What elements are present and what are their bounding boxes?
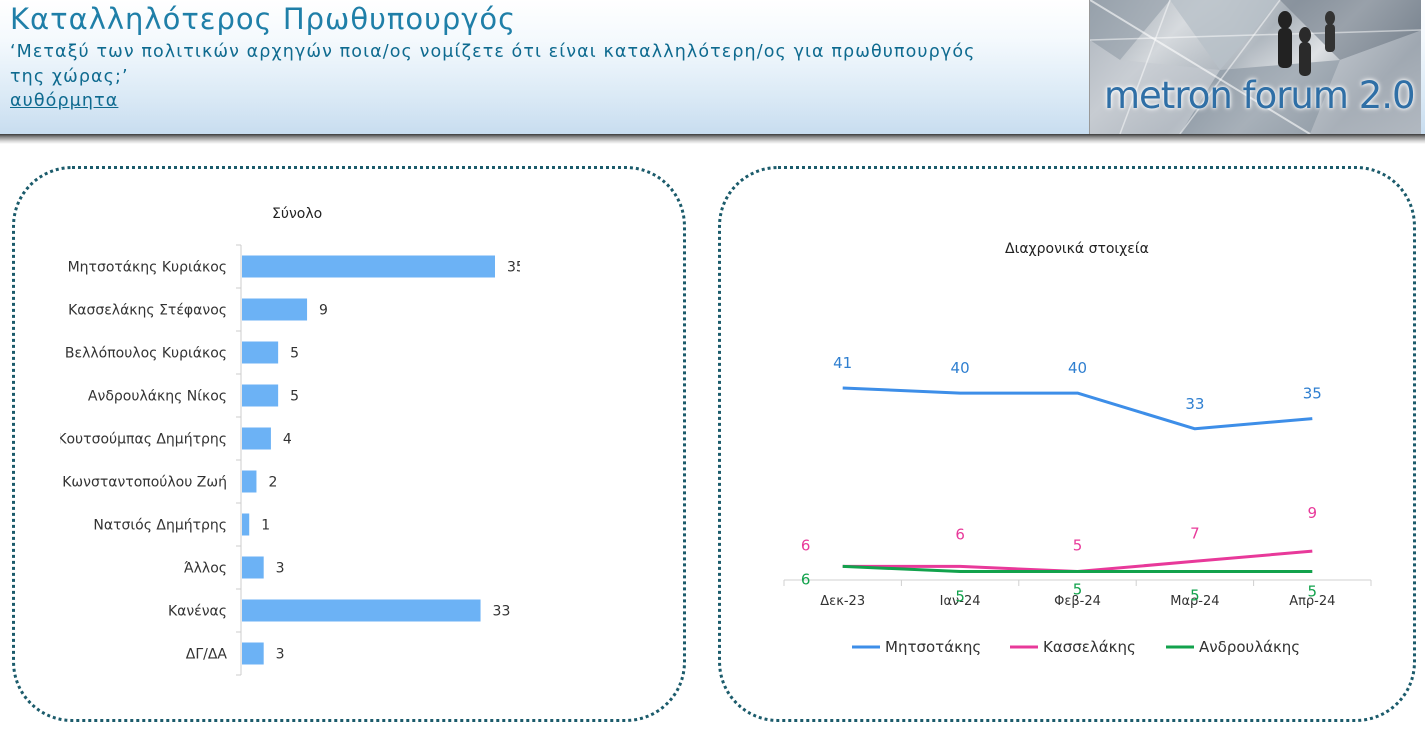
bar (242, 341, 279, 364)
bar-chart-title: Σύνολο (272, 206, 323, 222)
bar-category-label: Μητσοτάκης Κυριάκος (68, 260, 227, 276)
header-divider (0, 134, 1425, 144)
survey-question: ‘Μεταξύ των πολιτικών αρχηγών ποια/ος νο… (10, 40, 1010, 90)
bar-category-label: Άλλος (184, 561, 227, 577)
bar-category-label: Νατσιός Δημήτρης (93, 518, 227, 534)
survey-question-line-1: ‘Μεταξύ των πολιτικών αρχηγών ποια/ος νο… (10, 42, 976, 62)
bar (242, 427, 271, 450)
bar (242, 384, 279, 407)
data-label: 33 (1185, 395, 1204, 413)
data-label: 5 (955, 588, 965, 606)
data-label: 6 (801, 536, 811, 554)
bar-category-label: Βελλόπουλος Κυριάκος (65, 346, 227, 362)
data-label: 40 (1068, 359, 1087, 377)
bar (242, 556, 264, 579)
bar-value-label: 5 (290, 346, 299, 362)
bar-chart: Μητσοτάκης Κυριάκος35Κασσελάκης Στέφανος… (60, 244, 520, 676)
survey-subtitle: αυθόρμητα (10, 91, 119, 111)
data-label: 41 (833, 354, 852, 372)
x-tick-label: Φεβ-24 (1054, 594, 1101, 609)
logo-text: metron forum 2.0 (1104, 74, 1416, 117)
metron-forum-logo: metron forum 2.0 (1089, 0, 1421, 134)
logo-background-image (1090, 0, 1421, 134)
bar-value-label: 3 (276, 647, 285, 663)
page-title: Καταλληλότερος Πρωθυπουργός (10, 2, 517, 36)
series-line (842, 386, 1313, 431)
bar-category-label: Κανένας (168, 604, 227, 620)
x-tick-label: Απρ-24 (1289, 594, 1335, 609)
data-label: 5 (1073, 537, 1083, 555)
survey-question-line-2: της χώρας;’ (10, 67, 129, 87)
bar-category-label: ΔΓ/ΔΑ (186, 647, 228, 663)
data-label: 5 (1308, 583, 1318, 601)
bar-value-label: 35 (507, 260, 520, 276)
bar-category-label: Κασσελάκης Στέφανος (68, 303, 227, 319)
x-tick-label: Ιαν-24 (940, 594, 981, 609)
bar (242, 642, 264, 665)
bar-category-label: Κωνσταντοπούλου Ζωή (62, 475, 227, 491)
line-chart-panel (718, 166, 1416, 722)
data-label: 6 (801, 570, 811, 588)
bar (242, 470, 257, 493)
bar-value-label: 33 (493, 604, 511, 620)
bar-value-label: 5 (290, 389, 299, 405)
data-label: 35 (1303, 385, 1322, 403)
data-label: 7 (1190, 524, 1200, 542)
bar-value-label: 3 (276, 561, 285, 577)
bar-category-label: Ανδρουλάκης Νίκος (88, 389, 227, 405)
x-tick-label: Μαρ-24 (1170, 594, 1219, 609)
data-label: 9 (1308, 504, 1318, 522)
data-label: 5 (1190, 587, 1200, 605)
line-chart: Δεκ-23 Ιαν-24 Φεβ-24 Μαρ-24 Απρ-24 41 40 40 33 35… (783, 354, 1372, 656)
data-label: 40 (951, 359, 970, 377)
legend-label: Κασσελάκης (1043, 638, 1136, 656)
bar-value-label: 2 (268, 475, 277, 491)
bar (242, 513, 250, 536)
legend-label: Μητσοτάκης (885, 638, 981, 656)
data-label: 5 (1073, 581, 1083, 599)
series-line (842, 564, 1313, 573)
bar-value-label: 4 (283, 432, 292, 448)
bar (242, 255, 495, 278)
bar-category-label: Κουτσούμπας Δημήτρης (60, 432, 227, 448)
bar-value-label: 1 (261, 518, 270, 534)
bar (242, 298, 308, 321)
line-chart-title: Διαχρονικά στοιχεία (1005, 241, 1149, 257)
bar-chart-panel (12, 166, 686, 722)
x-tick-label: Δεκ-23 (820, 594, 865, 609)
bar-value-label: 9 (319, 303, 328, 319)
bar (242, 599, 481, 622)
legend-label: Ανδρουλάκης (1199, 638, 1300, 656)
data-label: 6 (955, 525, 965, 543)
